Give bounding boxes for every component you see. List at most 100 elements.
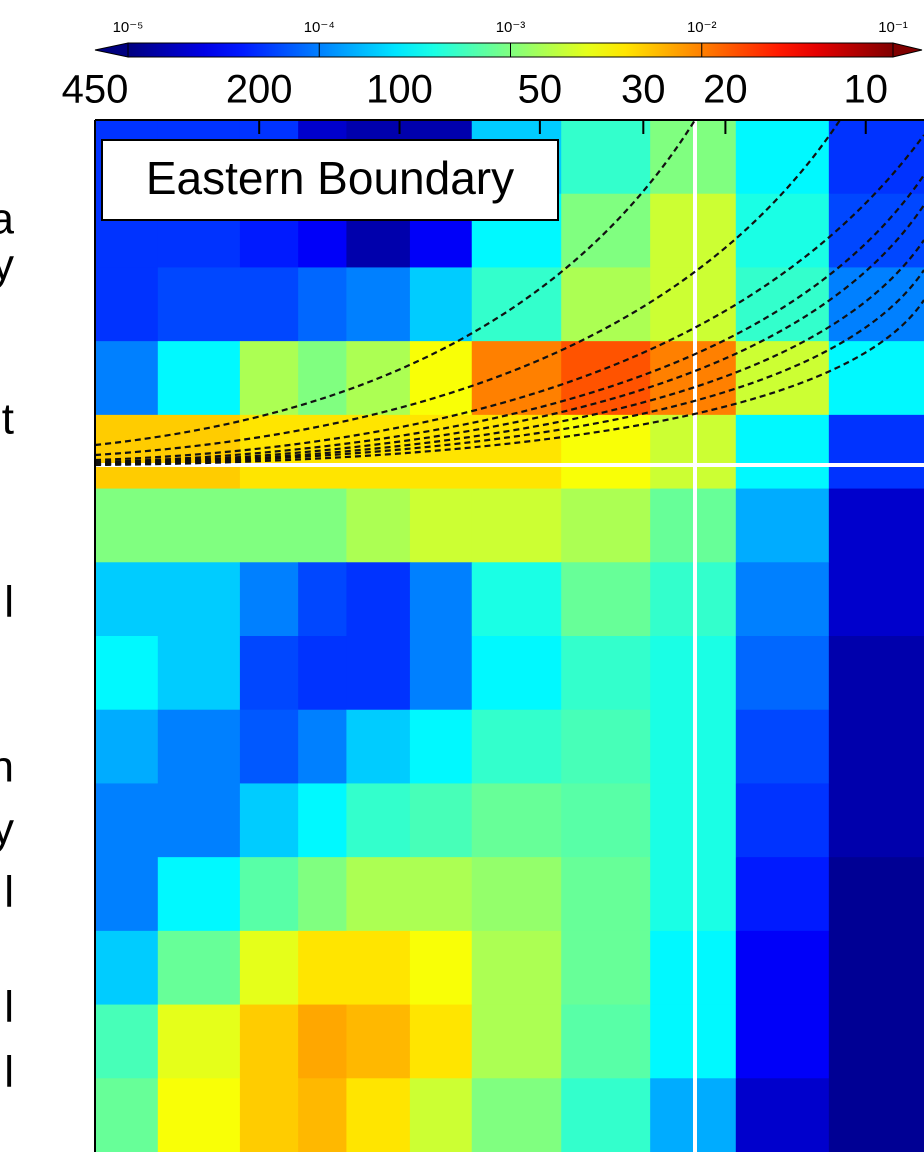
- heatmap-cell: [158, 267, 241, 341]
- heatmap-cell: [346, 857, 410, 931]
- heatmap-cell: [829, 931, 924, 1005]
- heatmap-cell: [472, 931, 562, 1005]
- x-tick-label: 30: [621, 68, 666, 112]
- heatmap-cell: [561, 1078, 650, 1152]
- heatmap-cell: [410, 1078, 472, 1152]
- heatmap-cell: [158, 1005, 241, 1079]
- heatmap-cell: [829, 1078, 924, 1152]
- heatmap-cell: [298, 1005, 347, 1079]
- chart: Eastern Boundary 10⁻⁵10⁻⁴10⁻³10⁻²10⁻¹ 45…: [0, 0, 924, 1152]
- heatmap-cell: [829, 562, 924, 636]
- heatmap-cell: [240, 562, 299, 636]
- heatmap-cell: [158, 341, 241, 415]
- heatmap-cell: [561, 120, 650, 194]
- heatmap-cell: [736, 489, 830, 563]
- heatmap-cell: [736, 1078, 830, 1152]
- heatmap-cell: [158, 857, 241, 931]
- heatmap-cell: [240, 710, 299, 784]
- x-tick-label: 450: [62, 68, 129, 112]
- heatmap-cell: [346, 710, 410, 784]
- heatmap-cell: [736, 931, 830, 1005]
- cropped-text: y: [0, 241, 14, 290]
- heatmap-cell: [736, 267, 830, 341]
- heatmap-cell: [410, 857, 472, 931]
- heatmap-cell: [95, 931, 158, 1005]
- cropped-text: l: [4, 868, 14, 917]
- heatmap-cell: [346, 1005, 410, 1079]
- heatmap-cell: [410, 783, 472, 857]
- heatmap-cell: [829, 415, 924, 489]
- heatmap-cell: [298, 710, 347, 784]
- heatmap-cell: [240, 489, 299, 563]
- heatmap-cell: [346, 562, 410, 636]
- heatmap-cell: [829, 636, 924, 710]
- heatmap-cell: [158, 562, 241, 636]
- colorbar-tick-label: 10⁻¹: [878, 19, 908, 36]
- heatmap-cell: [240, 341, 299, 415]
- heatmap: [95, 120, 924, 1152]
- heatmap-cell: [95, 783, 158, 857]
- heatmap-cell: [95, 489, 158, 563]
- heatmap-cell: [95, 562, 158, 636]
- heatmap-cell: [561, 857, 650, 931]
- heatmap-cell: [410, 267, 472, 341]
- heatmap-cell: [240, 1078, 299, 1152]
- heatmap-cell: [346, 267, 410, 341]
- heatmap-cell: [472, 562, 562, 636]
- heatmap-cell: [829, 783, 924, 857]
- heatmap-cell: [472, 636, 562, 710]
- heatmap-cell: [346, 489, 410, 563]
- heatmap-cell: [298, 857, 347, 931]
- heatmap-cell: [561, 267, 650, 341]
- heatmap-cell: [561, 710, 650, 784]
- heatmap-cell: [158, 636, 241, 710]
- heatmap-cell: [240, 636, 299, 710]
- heatmap-cell: [240, 267, 299, 341]
- heatmap-cell: [298, 489, 347, 563]
- heatmap-cell: [346, 1078, 410, 1152]
- heatmap-cell: [410, 562, 472, 636]
- heatmap-cell: [346, 783, 410, 857]
- heatmap-cell: [829, 341, 924, 415]
- heatmap-cell: [158, 489, 241, 563]
- heatmap-cell: [95, 1078, 158, 1152]
- cropped-text: t: [2, 395, 14, 444]
- colorbar-extend: [893, 43, 922, 57]
- heatmap-cell: [240, 783, 299, 857]
- heatmap-cell: [346, 931, 410, 1005]
- heatmap-cell: [736, 857, 830, 931]
- cropped-text: y: [0, 805, 14, 854]
- heatmap-cell: [829, 710, 924, 784]
- heatmap-cell: [95, 341, 158, 415]
- heatmap-cell: [298, 636, 347, 710]
- heatmap-cell: [472, 341, 562, 415]
- cropped-text: l: [4, 1048, 14, 1097]
- heatmap-cell: [95, 710, 158, 784]
- heatmap-cell: [158, 1078, 241, 1152]
- heatmap-cell: [410, 710, 472, 784]
- heatmap-cell: [472, 489, 562, 563]
- heatmap-cell: [561, 783, 650, 857]
- colorbar-tick-label: 10⁻³: [496, 19, 526, 36]
- heatmap-cell: [410, 341, 472, 415]
- heatmap-cell: [829, 194, 924, 268]
- heatmap-cell: [472, 267, 562, 341]
- heatmap-cell: [829, 1005, 924, 1079]
- heatmap-cell: [829, 857, 924, 931]
- colorbar-tick-label: 10⁻⁵: [113, 19, 144, 36]
- heatmap-cell: [736, 636, 830, 710]
- heatmap-cell: [346, 636, 410, 710]
- heatmap-cell: [736, 120, 830, 194]
- heatmap-cell: [829, 120, 924, 194]
- heatmap-cell: [472, 710, 562, 784]
- heatmap-cell: [240, 931, 299, 1005]
- heatmap-cell: [298, 931, 347, 1005]
- cropped-text: l: [4, 983, 14, 1032]
- chart-title: Eastern Boundary: [146, 152, 514, 204]
- heatmap-cell: [472, 1078, 562, 1152]
- heatmap-cell: [298, 783, 347, 857]
- heatmap-cell: [472, 415, 562, 489]
- x-tick-label: 20: [703, 68, 748, 112]
- heatmap-cell: [561, 562, 650, 636]
- heatmap-cell: [472, 1005, 562, 1079]
